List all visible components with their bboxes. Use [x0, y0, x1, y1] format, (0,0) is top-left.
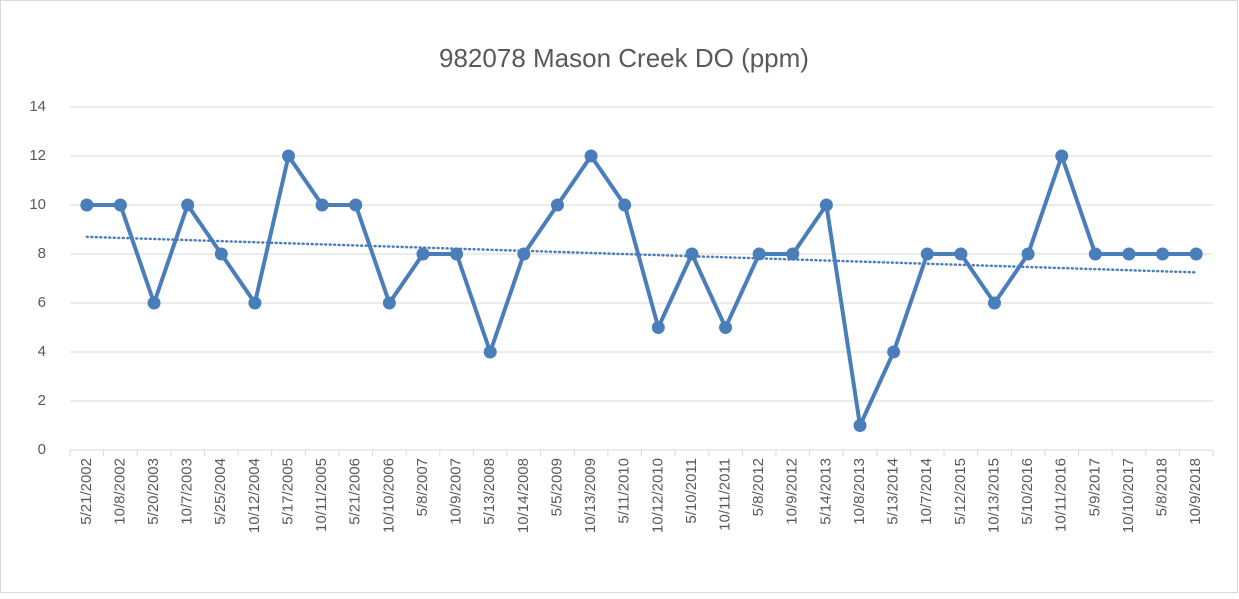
- x-tick-label: 5/8/2007: [414, 458, 431, 516]
- x-tick-label: 10/11/2011: [717, 458, 734, 531]
- data-point: [618, 198, 632, 212]
- x-tick-label: 10/8/2002: [111, 458, 128, 525]
- data-point: [113, 198, 127, 212]
- x-tick-label: 10/13/2015: [985, 458, 1002, 533]
- x-tick-label: 5/20/2003: [145, 458, 162, 525]
- x-tick-label: 5/5/2009: [548, 458, 565, 516]
- data-point: [282, 149, 296, 163]
- x-tick-label: 5/8/2018: [1154, 458, 1171, 516]
- x-tick-label: 10/10/2017: [1120, 458, 1137, 533]
- data-point: [1055, 149, 1069, 163]
- x-tick-label: 10/11/2005: [313, 458, 330, 532]
- x-tick-label: 10/10/2006: [380, 458, 397, 533]
- data-point: [987, 296, 1001, 310]
- x-tick-label: 5/10/2011: [683, 458, 700, 524]
- data-point: [349, 198, 363, 212]
- x-tick-label: 10/13/2009: [582, 458, 599, 533]
- data-point: [416, 247, 430, 261]
- x-tick-label: 10/12/2010: [649, 458, 666, 533]
- y-tick-label: 4: [38, 343, 46, 360]
- data-point: [80, 198, 94, 212]
- data-point: [1122, 247, 1136, 261]
- x-tick-label: 5/12/2015: [952, 458, 969, 525]
- x-tick-label: 10/9/2012: [784, 458, 801, 525]
- data-point: [550, 198, 564, 212]
- x-tick-label: 5/17/2005: [279, 458, 296, 525]
- data-point: [1088, 247, 1102, 261]
- x-tick-label: 5/9/2017: [1086, 458, 1103, 516]
- x-tick-label: 5/11/2010: [616, 458, 633, 524]
- data-point: [248, 296, 262, 310]
- x-tick-label: 5/21/2002: [78, 458, 95, 525]
- x-tick-label: 5/13/2014: [885, 458, 902, 525]
- y-tick-label: 12: [29, 147, 46, 164]
- y-tick-label: 14: [29, 98, 46, 115]
- x-tick-label: 5/14/2013: [817, 458, 834, 525]
- x-tick-label: 5/21/2006: [347, 458, 364, 525]
- data-point: [214, 247, 228, 261]
- data-point: [315, 198, 329, 212]
- y-tick-label: 0: [38, 441, 46, 458]
- data-point: [147, 296, 161, 310]
- y-tick-label: 6: [38, 294, 46, 311]
- x-tick-label: 10/7/2003: [179, 458, 196, 525]
- y-tick-label: 2: [38, 392, 46, 409]
- x-tick-label: 5/13/2008: [481, 458, 498, 525]
- data-point: [719, 321, 733, 334]
- x-tick-label: 10/9/2018: [1187, 458, 1204, 525]
- data-point: [853, 419, 867, 432]
- data-point: [1021, 247, 1035, 261]
- x-tick-label: 5/25/2004: [212, 458, 229, 525]
- data-point: [1189, 247, 1203, 261]
- data-point: [887, 345, 901, 359]
- data-point: [483, 345, 497, 359]
- x-tick-label: 5/10/2016: [1019, 458, 1036, 525]
- trendline: [85, 235, 1198, 274]
- x-tick-label: 10/14/2008: [515, 458, 532, 533]
- data-point: [685, 247, 699, 261]
- data-point: [920, 247, 934, 261]
- y-tick-label: 10: [29, 196, 46, 213]
- data-point: [954, 247, 968, 261]
- x-tick-label: 10/11/2016: [1053, 458, 1070, 532]
- data-point: [752, 247, 766, 261]
- data-line: [86, 154, 1197, 428]
- data-point: [382, 296, 396, 310]
- y-tick-label: 8: [38, 245, 46, 262]
- data-point: [181, 198, 195, 212]
- data-point: [651, 321, 665, 334]
- data-point: [517, 247, 531, 261]
- data-point: [786, 247, 800, 261]
- x-tick-label: 10/8/2013: [851, 458, 868, 525]
- x-tick-label: 5/8/2012: [750, 458, 767, 516]
- data-point: [1156, 247, 1170, 261]
- x-tick-label: 10/7/2014: [918, 458, 935, 525]
- chart-title: 982078 Mason Creek DO (ppm): [439, 43, 809, 73]
- x-tick-label: 10/9/2007: [448, 458, 465, 525]
- data-point: [584, 149, 598, 163]
- x-tick-label: 10/12/2004: [246, 458, 263, 533]
- data-point: [819, 198, 833, 212]
- data-point: [450, 247, 464, 261]
